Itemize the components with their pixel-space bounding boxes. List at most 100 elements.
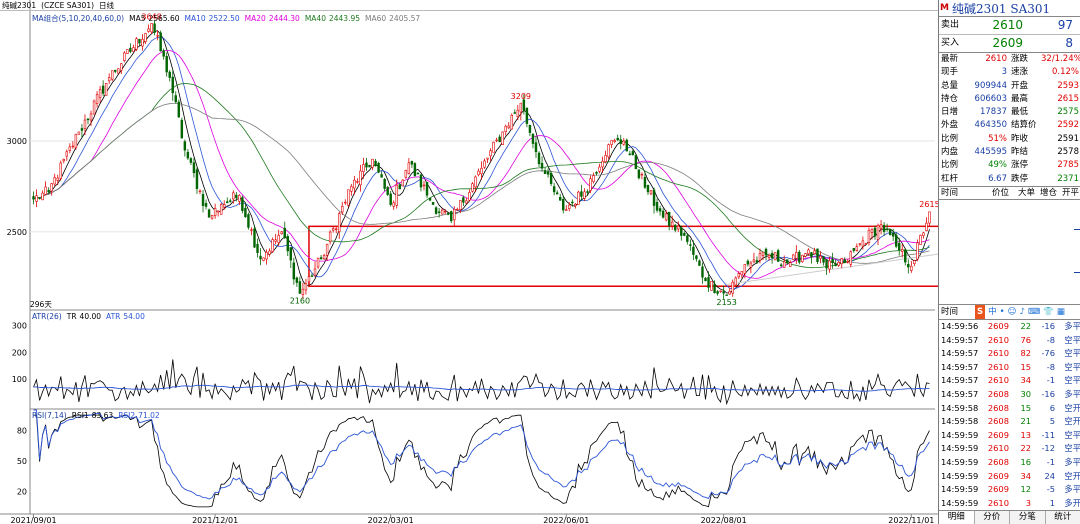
candle-body xyxy=(422,184,426,187)
ime-toolbar-icon[interactable]: 👕 xyxy=(1043,306,1054,317)
candle-body xyxy=(219,204,223,215)
stat-label: 跌停 xyxy=(1011,173,1029,184)
candle-body xyxy=(552,186,556,193)
candle-body xyxy=(210,215,214,219)
candle-body xyxy=(425,181,429,196)
tick-type: 空平 xyxy=(1064,348,1080,359)
tick-oi-change: -8 xyxy=(1046,361,1055,372)
bid-label: 买入 xyxy=(941,38,960,48)
tick-time: 14:59:58 xyxy=(941,402,979,413)
candle-body xyxy=(589,178,592,191)
tab-trades[interactable]: 分笔 xyxy=(1010,511,1046,524)
tick-row[interactable]: 14:59:58 2608 21 5 空开 xyxy=(939,415,1080,429)
candle-body xyxy=(310,275,314,277)
detail-tabs[interactable]: 明细 分价 分笔 统计 xyxy=(939,510,1080,524)
candle-body xyxy=(298,281,302,294)
tick-price: 2609 xyxy=(987,484,1009,495)
candle-body xyxy=(879,224,883,229)
candle-body xyxy=(244,207,247,218)
tick-row[interactable]: 14:59:57 2610 15 -8 空平 xyxy=(939,361,1080,375)
candle-body xyxy=(437,211,441,213)
stat-value: 2575 xyxy=(1057,107,1079,118)
tick-type: 多开 xyxy=(1064,497,1080,508)
tick-row[interactable]: 14:59:59 2608 16 -1 多平 xyxy=(939,456,1080,470)
candle-body xyxy=(274,239,277,242)
ime-toolbar-icon[interactable]: S xyxy=(975,304,986,319)
candle-body xyxy=(35,195,38,202)
candle-body xyxy=(171,76,174,94)
tick-row[interactable]: 14:59:56 2609 22 -16 多平 xyxy=(939,320,1080,334)
ime-toolbar-icon[interactable]: • xyxy=(999,306,1005,317)
candle-body xyxy=(525,107,529,124)
ime-toolbar-icon[interactable]: ⌨ xyxy=(1027,306,1041,317)
tick-row[interactable]: 14:59:59 2609 34 24 空开 xyxy=(939,470,1080,484)
candle-body xyxy=(183,141,187,151)
stat-value: 909944 xyxy=(974,80,1007,91)
candle-body xyxy=(341,205,344,213)
candle-body xyxy=(619,139,622,144)
ime-toolbar[interactable]: S 中 • ☺ ♪ ⌨ 👕 ▦ xyxy=(975,304,1065,319)
candle-body xyxy=(271,239,274,252)
candle-body xyxy=(558,196,562,201)
quote-title-bar: M 纯碱2301 SA301 xyxy=(939,0,1080,17)
candle-body xyxy=(386,186,389,195)
chart-area[interactable]: 3000 2500 300 200 100 80 50 20 3648 2160 3209 2153 2… xyxy=(0,0,938,524)
candle-body xyxy=(574,203,577,207)
chart-header: 纯碱2301 (CZCE SA301) 日线 xyxy=(2,0,115,10)
candle-body xyxy=(104,83,108,96)
stat-value: 17837 xyxy=(979,107,1007,118)
ime-toolbar-icon[interactable]: ♪ xyxy=(1019,306,1025,317)
tick-row[interactable]: 14:59:57 2610 34 -1 空平 xyxy=(939,374,1080,388)
quote-stat-row: 比例 51% 昨收 2591 xyxy=(939,133,1080,146)
tick-price: 2608 xyxy=(987,456,1009,467)
tab-detail[interactable]: 明细 xyxy=(939,511,975,524)
candle-body xyxy=(319,257,323,260)
candle-body xyxy=(834,263,837,267)
tick-row[interactable]: 14:59:59 2610 3 1 多开 xyxy=(939,497,1080,511)
tab-stats[interactable]: 统计 xyxy=(1046,511,1080,524)
ime-toolbar-icon[interactable]: ☺ xyxy=(1007,306,1017,317)
tick-header-big: 大单 xyxy=(1017,187,1035,198)
ask-price: 2610 xyxy=(992,18,1023,32)
candle-body xyxy=(328,231,332,243)
tick-row[interactable]: 14:59:57 2608 30 -16 多平 xyxy=(939,388,1080,402)
candle-body xyxy=(776,250,780,262)
candle-body xyxy=(925,222,928,231)
candle-body xyxy=(852,248,856,251)
candle-body xyxy=(362,164,365,172)
tab-price-dist[interactable]: 分价 xyxy=(975,511,1010,524)
atr-line xyxy=(33,384,930,392)
candle-body xyxy=(543,170,547,174)
candle-body xyxy=(846,261,849,263)
atr-legend-label: ATR xyxy=(106,312,120,321)
tick-list[interactable]: 14:59:56 2609 22 -16 多平 14:59:57 2610 76 -8 空平 14:… xyxy=(939,320,1080,510)
stat-label: 现手 xyxy=(941,67,959,78)
candle-body xyxy=(683,233,686,236)
stat-label: 涨停 xyxy=(1011,160,1029,171)
candle-body xyxy=(752,259,756,263)
tick-row[interactable]: 14:59:57 2610 82 -76 空平 xyxy=(939,347,1080,361)
stat-value: 2785 xyxy=(1057,160,1079,171)
quote-panel: M 纯碱2301 SA301 卖出 2610 97 买入 2609 8 最新 26… xyxy=(938,0,1080,524)
tick-row[interactable]: 14:59:58 2608 15 6 空开 xyxy=(939,402,1080,416)
highlight-box xyxy=(308,225,938,287)
tick-type: 空平 xyxy=(1064,361,1080,372)
price-chart[interactable]: 3000 2500 300 200 100 80 50 20 3648 2160 3209 2153 2… xyxy=(0,0,938,524)
candle-body xyxy=(47,190,50,193)
tick-row[interactable]: 14:59:57 2610 76 -8 空平 xyxy=(939,334,1080,348)
ime-toolbar-icon[interactable]: 中 xyxy=(988,306,997,317)
tick-row[interactable]: 14:59:59 2609 12 -5 多平 xyxy=(939,483,1080,497)
ask-volume: 97 xyxy=(1057,18,1073,32)
ime-toolbar-icon[interactable]: ▦ xyxy=(1056,306,1065,317)
tick-row[interactable]: 14:59:59 2610 22 -12 空平 xyxy=(939,442,1080,456)
tick-volume: 15 xyxy=(1020,361,1031,372)
candle-body xyxy=(101,85,105,94)
tick-row[interactable]: 14:59:59 2609 13 -11 空平 xyxy=(939,429,1080,443)
candle-body xyxy=(722,291,725,294)
tick-volume: 22 xyxy=(1020,443,1031,454)
candle-body xyxy=(601,160,604,168)
candle-body xyxy=(495,139,498,142)
candle-body xyxy=(120,63,123,71)
stat-value: 3 xyxy=(1001,67,1007,78)
ma60-line xyxy=(33,103,930,264)
